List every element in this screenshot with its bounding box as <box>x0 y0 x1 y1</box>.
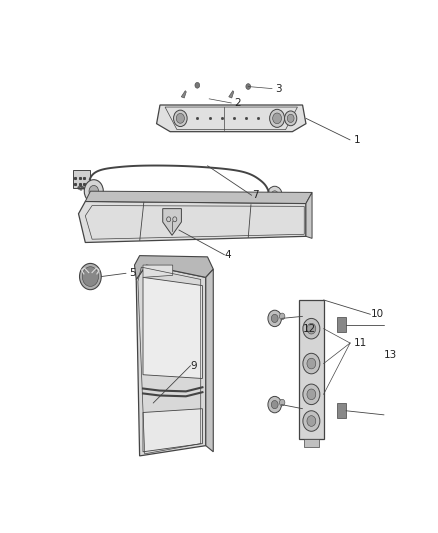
Text: 4: 4 <box>224 250 231 260</box>
Text: 13: 13 <box>384 350 397 360</box>
Circle shape <box>287 114 294 123</box>
Polygon shape <box>78 201 306 243</box>
Polygon shape <box>163 208 181 235</box>
Text: 9: 9 <box>191 361 197 370</box>
Circle shape <box>271 400 278 409</box>
Circle shape <box>268 310 282 327</box>
Circle shape <box>246 84 251 90</box>
Circle shape <box>303 411 320 431</box>
FancyBboxPatch shape <box>73 170 90 188</box>
Polygon shape <box>306 192 312 238</box>
Circle shape <box>279 399 285 406</box>
Polygon shape <box>136 265 206 456</box>
Circle shape <box>270 109 285 127</box>
Text: 1: 1 <box>353 135 360 145</box>
FancyBboxPatch shape <box>299 300 324 440</box>
Text: 5: 5 <box>130 268 136 278</box>
FancyBboxPatch shape <box>304 440 319 447</box>
Circle shape <box>307 358 316 369</box>
Circle shape <box>267 186 282 204</box>
Polygon shape <box>134 256 213 279</box>
Text: 11: 11 <box>353 338 367 348</box>
Circle shape <box>89 185 99 197</box>
Circle shape <box>307 324 316 334</box>
Text: 10: 10 <box>371 309 384 319</box>
Polygon shape <box>143 277 202 378</box>
FancyBboxPatch shape <box>272 201 277 208</box>
Circle shape <box>303 384 320 405</box>
Polygon shape <box>143 409 202 452</box>
Polygon shape <box>181 91 186 98</box>
Circle shape <box>176 114 184 123</box>
Circle shape <box>195 83 200 88</box>
FancyBboxPatch shape <box>337 403 346 418</box>
Circle shape <box>285 111 297 126</box>
Text: 2: 2 <box>235 98 241 108</box>
Polygon shape <box>156 105 306 132</box>
Circle shape <box>84 180 103 203</box>
Polygon shape <box>85 191 312 204</box>
Circle shape <box>80 263 101 289</box>
Circle shape <box>303 353 320 374</box>
Polygon shape <box>229 91 234 98</box>
Circle shape <box>273 113 282 124</box>
Circle shape <box>303 318 320 339</box>
Circle shape <box>307 416 316 426</box>
Polygon shape <box>206 269 213 452</box>
Text: 12: 12 <box>303 324 316 334</box>
Text: 7: 7 <box>251 190 258 200</box>
Circle shape <box>279 313 285 320</box>
FancyBboxPatch shape <box>337 317 346 332</box>
Polygon shape <box>143 265 173 277</box>
Circle shape <box>173 110 187 126</box>
Circle shape <box>268 397 282 413</box>
Circle shape <box>82 266 99 286</box>
Circle shape <box>307 389 316 400</box>
Text: 3: 3 <box>276 84 282 94</box>
Circle shape <box>271 314 278 322</box>
Circle shape <box>271 191 279 200</box>
